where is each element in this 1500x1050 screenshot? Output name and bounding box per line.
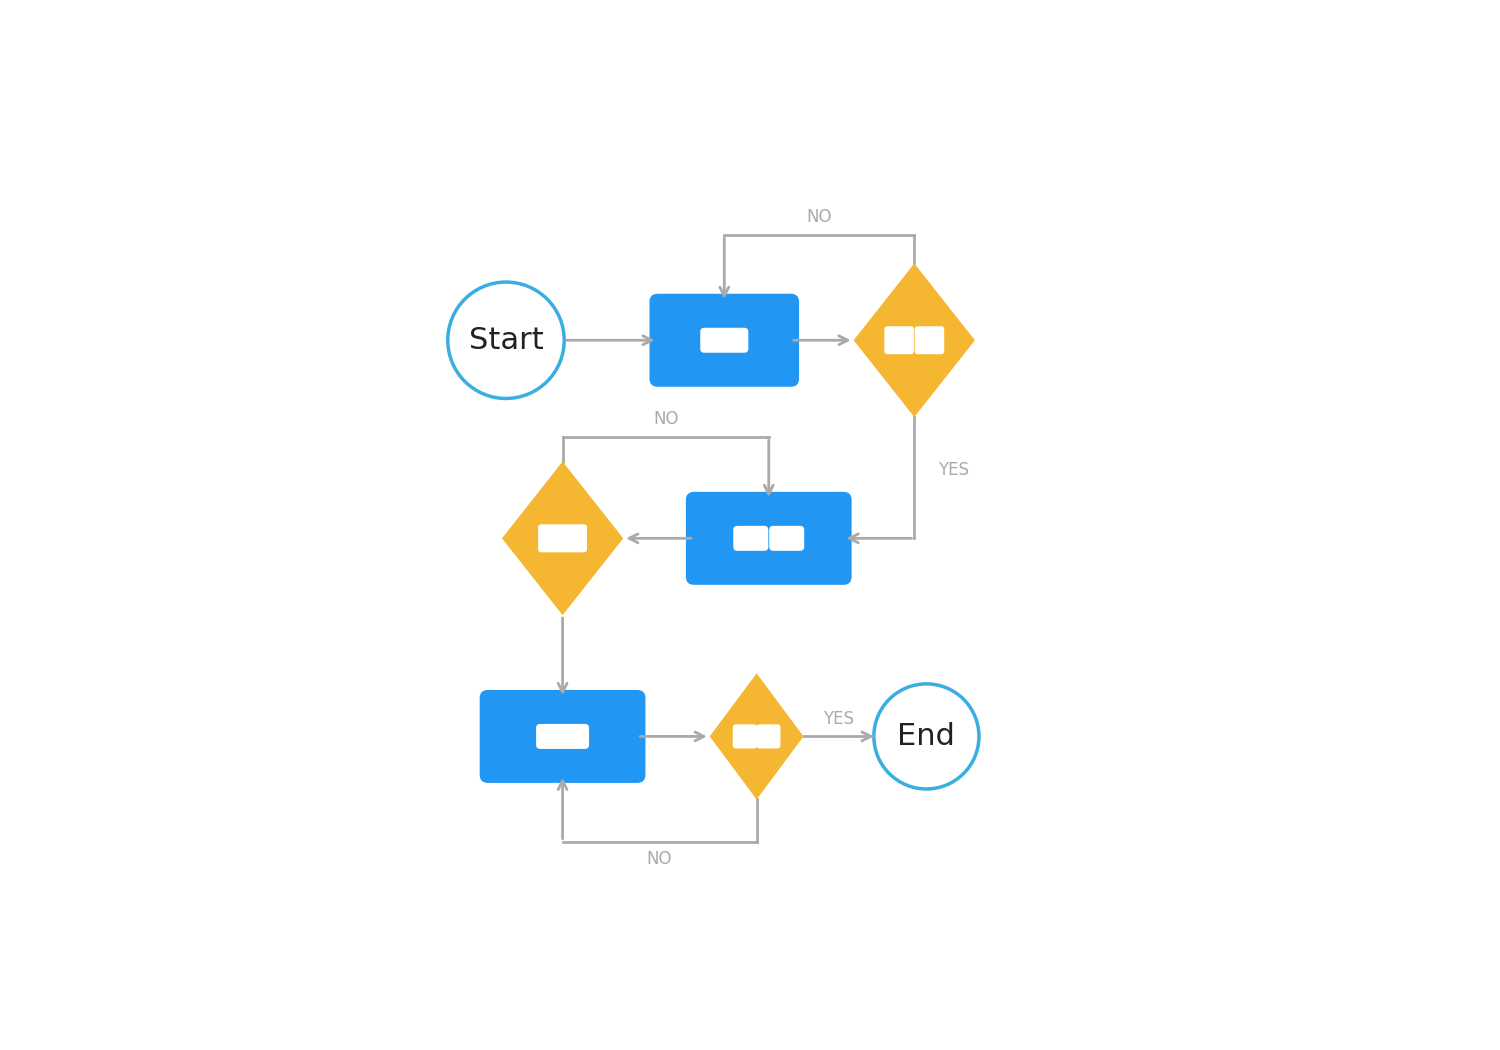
FancyBboxPatch shape xyxy=(536,723,590,749)
Text: NO: NO xyxy=(646,850,672,868)
Text: End: End xyxy=(897,722,956,751)
FancyBboxPatch shape xyxy=(650,294,800,386)
FancyBboxPatch shape xyxy=(538,524,586,552)
Polygon shape xyxy=(853,264,975,417)
Polygon shape xyxy=(710,673,804,799)
Text: YES: YES xyxy=(824,710,854,728)
FancyBboxPatch shape xyxy=(700,328,748,353)
Ellipse shape xyxy=(448,282,564,398)
Polygon shape xyxy=(503,462,622,615)
Text: YES: YES xyxy=(938,461,969,479)
Text: NO: NO xyxy=(652,411,678,428)
FancyBboxPatch shape xyxy=(734,526,768,551)
FancyBboxPatch shape xyxy=(915,327,944,354)
FancyBboxPatch shape xyxy=(770,526,804,551)
Ellipse shape xyxy=(874,684,980,789)
FancyBboxPatch shape xyxy=(686,491,852,585)
FancyBboxPatch shape xyxy=(734,724,758,749)
FancyBboxPatch shape xyxy=(756,724,780,749)
FancyBboxPatch shape xyxy=(885,327,914,354)
Text: Start: Start xyxy=(468,326,543,355)
Text: NO: NO xyxy=(807,208,832,227)
FancyBboxPatch shape xyxy=(480,690,645,783)
